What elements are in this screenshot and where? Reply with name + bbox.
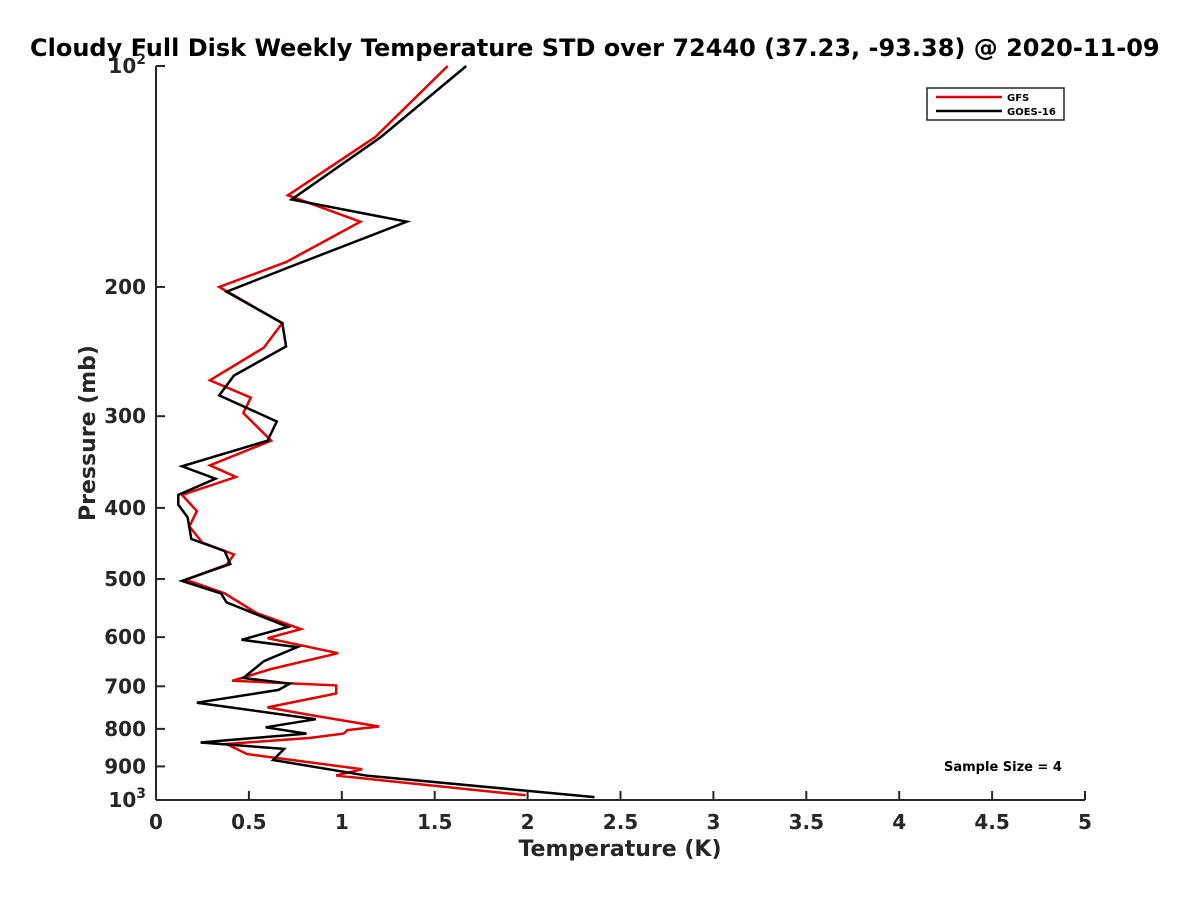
y-tick-label: 103 [108,786,146,812]
series-line-gfs [179,65,526,797]
series-line-goes-16 [177,65,595,799]
x-tick-label: 5 [1078,810,1092,834]
x-tick-label: 0 [149,810,163,834]
plot-area [177,65,595,799]
x-tick-label: 3.5 [789,810,824,834]
x-tick-label: 3 [706,810,720,834]
x-tick-label: 4 [892,810,906,834]
chart-title: Cloudy Full Disk Weekly Temperature STD … [30,34,1160,62]
x-tick-label: 1 [335,810,349,834]
y-axis-label: Pressure (mb) [76,345,101,521]
legend-label: GFS [1007,93,1029,104]
axes: 0 0.5 1 1.5 2 2.5 3 3.5 4 4.5 5 102 200 300 400 500 600 7… [104,52,1092,834]
x-axis-label: Temperature (K) [518,837,721,862]
y-tick-label: 600 [104,625,146,649]
legend-box [926,87,1065,121]
x-tick-label: 4.5 [974,810,1009,834]
legend: GFS GOES-16 [926,87,1065,121]
x-tick-label: 1.5 [417,810,452,834]
y-tick-label: 102 [108,52,146,78]
x-tick-label: 2.5 [603,810,638,834]
y-tick-label: 700 [104,674,146,698]
sample-size-annotation: Sample Size = 4 [944,760,1062,775]
y-tick-label: 200 [104,275,146,299]
y-tick-label: 500 [104,567,146,591]
y-tick-label: 800 [104,717,146,741]
y-tick-label: 300 [104,404,146,428]
legend-label: GOES-16 [1007,107,1056,118]
y-tick-label: 400 [104,496,146,520]
x-tick-label: 2 [521,810,535,834]
x-tick-label: 0.5 [231,810,266,834]
y-tick-label: 900 [104,754,146,778]
